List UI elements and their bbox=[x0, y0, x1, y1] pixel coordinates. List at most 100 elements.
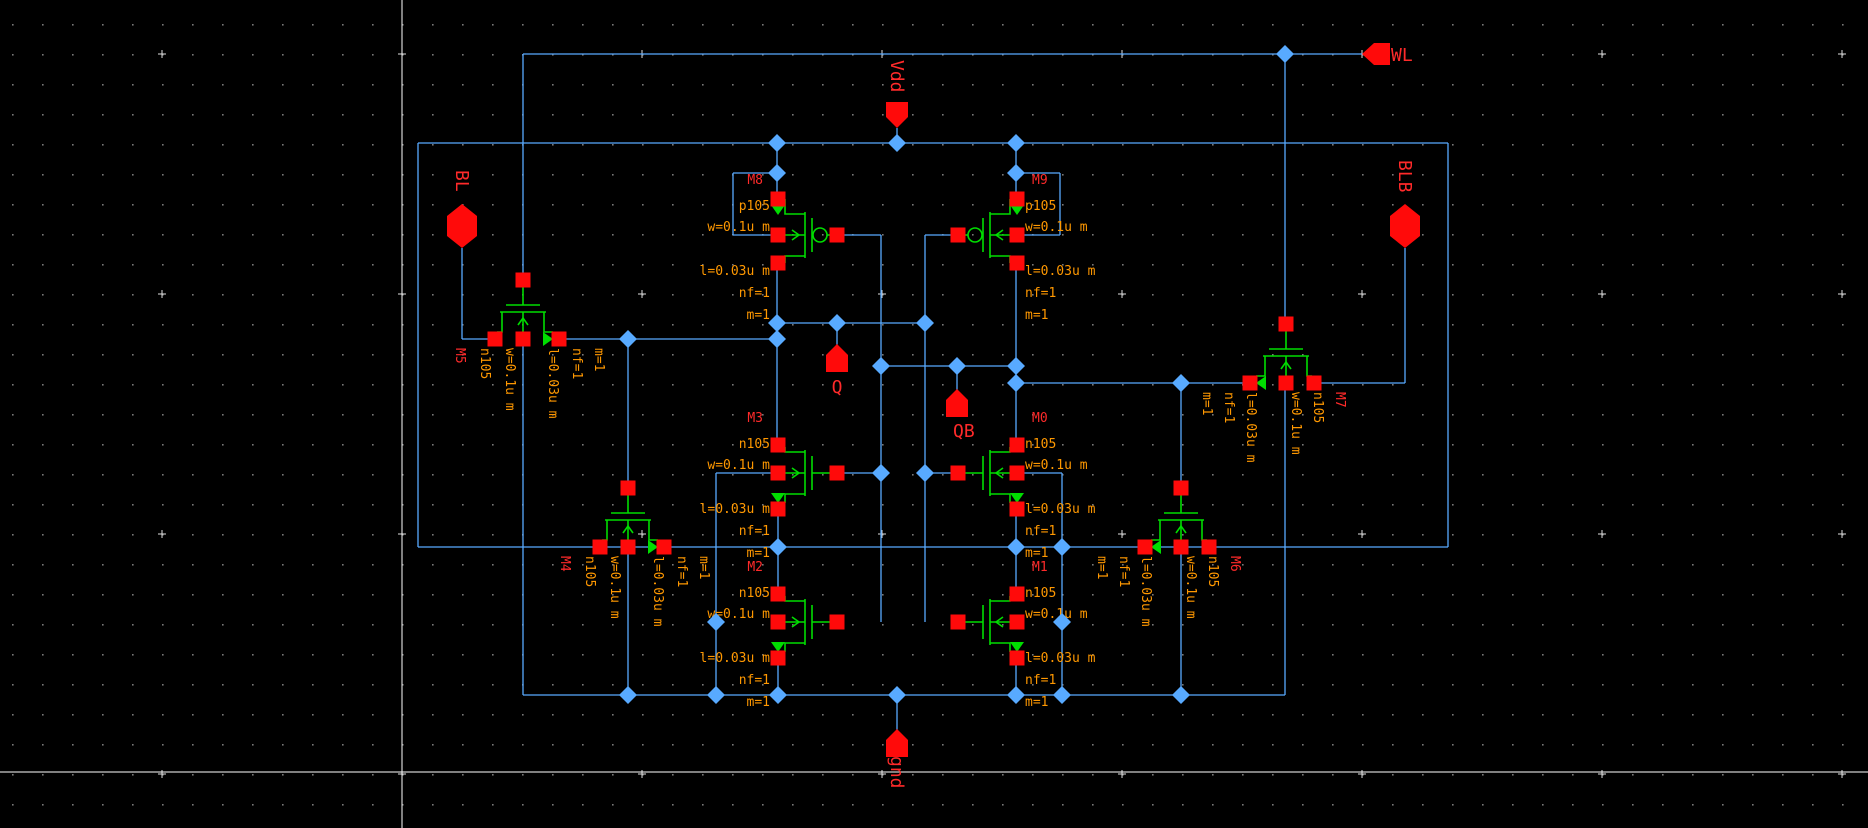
junction-dot[interactable] bbox=[1172, 374, 1190, 392]
terminal[interactable] bbox=[551, 331, 567, 347]
model-label[interactable]: p105 bbox=[739, 199, 770, 214]
terminal[interactable] bbox=[829, 227, 845, 243]
terminal[interactable] bbox=[829, 614, 845, 630]
pin-label-Q[interactable]: Q bbox=[832, 377, 843, 398]
model-label[interactable]: p105 bbox=[1025, 199, 1056, 214]
w-label[interactable]: w=0.1u m bbox=[707, 607, 770, 622]
nf-label[interactable]: nf=1 bbox=[739, 524, 770, 539]
instance-name-label[interactable]: M4 bbox=[557, 556, 572, 572]
nf-label[interactable]: nf=1 bbox=[739, 673, 770, 688]
m-label[interactable]: m=1 bbox=[1025, 695, 1048, 710]
m-label[interactable]: m=1 bbox=[696, 556, 711, 579]
junction-dot[interactable] bbox=[1053, 686, 1071, 704]
junction-dot[interactable] bbox=[948, 357, 966, 375]
m-label[interactable]: m=1 bbox=[1199, 392, 1214, 415]
terminal[interactable] bbox=[1278, 375, 1294, 391]
nf-label[interactable]: nf=1 bbox=[1221, 392, 1236, 423]
m-label[interactable]: m=1 bbox=[747, 546, 770, 561]
instance-name-label[interactable]: M7 bbox=[1332, 392, 1347, 408]
m-label[interactable]: m=1 bbox=[591, 348, 606, 371]
transistor-M1[interactable] bbox=[950, 586, 1025, 666]
l-label[interactable]: l=0.03u m bbox=[1025, 502, 1096, 517]
l-label[interactable]: l=0.03u m bbox=[1025, 264, 1096, 279]
junction-dot[interactable] bbox=[888, 134, 906, 152]
terminal[interactable] bbox=[1009, 501, 1025, 517]
transistor-M4[interactable] bbox=[592, 480, 672, 555]
terminal[interactable] bbox=[592, 539, 608, 555]
model-label[interactable]: n105 bbox=[1205, 556, 1220, 587]
junction-dot[interactable] bbox=[1007, 538, 1025, 556]
pin-label-gnd[interactable]: gnd bbox=[886, 756, 907, 789]
instance-name-label[interactable]: M9 bbox=[1032, 173, 1048, 188]
terminal[interactable] bbox=[950, 227, 966, 243]
terminal[interactable] bbox=[829, 465, 845, 481]
junction-dot[interactable] bbox=[619, 330, 637, 348]
transistor-M9[interactable] bbox=[950, 191, 1025, 271]
w-label[interactable]: w=0.1u m bbox=[707, 220, 770, 235]
instance-name-label[interactable]: M0 bbox=[1032, 411, 1048, 426]
l-label[interactable]: l=0.03u m bbox=[545, 348, 560, 419]
nf-label[interactable]: nf=1 bbox=[1025, 673, 1056, 688]
terminal[interactable] bbox=[770, 437, 786, 453]
transistor-M3[interactable] bbox=[770, 437, 845, 517]
l-label[interactable]: l=0.03u m bbox=[700, 264, 771, 279]
terminal[interactable] bbox=[770, 227, 786, 243]
nf-label[interactable]: nf=1 bbox=[739, 286, 770, 301]
junction-dot[interactable] bbox=[1007, 686, 1025, 704]
instance-name-label[interactable]: M6 bbox=[1227, 556, 1242, 572]
junction-dot[interactable] bbox=[888, 686, 906, 704]
junction-dot[interactable] bbox=[828, 314, 846, 332]
model-label[interactable]: n105 bbox=[582, 556, 597, 587]
pin-label-BLB[interactable]: BLB bbox=[1394, 160, 1415, 193]
terminal[interactable] bbox=[1173, 480, 1189, 496]
l-label[interactable]: l=0.03u m bbox=[1138, 556, 1153, 627]
m-label[interactable]: m=1 bbox=[1025, 546, 1048, 561]
junction-dot[interactable] bbox=[1276, 45, 1294, 63]
nf-label[interactable]: nf=1 bbox=[1116, 556, 1131, 587]
model-label[interactable]: n105 bbox=[1025, 437, 1056, 452]
transistor-M6[interactable] bbox=[1137, 480, 1217, 555]
junction-dot[interactable] bbox=[872, 357, 890, 375]
junction-dot[interactable] bbox=[768, 314, 786, 332]
terminal[interactable] bbox=[770, 255, 786, 271]
transistor-M0[interactable] bbox=[950, 437, 1025, 517]
pin-label-Vdd[interactable]: Vdd bbox=[886, 60, 907, 93]
junction-dot[interactable] bbox=[1007, 164, 1025, 182]
terminal[interactable] bbox=[487, 331, 503, 347]
junction-dot[interactable] bbox=[1007, 357, 1025, 375]
terminal[interactable] bbox=[656, 539, 672, 555]
w-label[interactable]: w=0.1u m bbox=[1025, 458, 1088, 473]
pin-Vdd[interactable] bbox=[886, 102, 908, 128]
terminal[interactable] bbox=[770, 501, 786, 517]
w-label[interactable]: w=0.1u m bbox=[1288, 392, 1303, 455]
terminal[interactable] bbox=[950, 465, 966, 481]
terminal[interactable] bbox=[515, 331, 531, 347]
l-label[interactable]: l=0.03u m bbox=[700, 502, 771, 517]
nf-label[interactable]: nf=1 bbox=[1025, 286, 1056, 301]
nf-label[interactable]: nf=1 bbox=[569, 348, 584, 379]
junction-dot[interactable] bbox=[1053, 538, 1071, 556]
model-label[interactable]: n105 bbox=[477, 348, 492, 379]
model-label[interactable]: n105 bbox=[1310, 392, 1325, 423]
model-label[interactable]: n105 bbox=[739, 437, 770, 452]
pin-gnd[interactable] bbox=[886, 729, 908, 757]
instance-name-label[interactable]: M8 bbox=[747, 173, 763, 188]
m-label[interactable]: m=1 bbox=[1025, 308, 1048, 323]
terminal[interactable] bbox=[1009, 227, 1025, 243]
terminal[interactable] bbox=[1009, 614, 1025, 630]
instance-name-label[interactable]: M5 bbox=[452, 348, 467, 364]
junction-dot[interactable] bbox=[769, 538, 787, 556]
instance-name-label[interactable]: M3 bbox=[747, 411, 763, 426]
instance-name-label[interactable]: M2 bbox=[747, 560, 763, 575]
terminal[interactable] bbox=[770, 650, 786, 666]
instance-name-label[interactable]: M1 bbox=[1032, 560, 1048, 575]
terminal[interactable] bbox=[770, 614, 786, 630]
w-label[interactable]: w=0.1u m bbox=[607, 556, 622, 619]
terminal[interactable] bbox=[1278, 316, 1294, 332]
terminal[interactable] bbox=[1173, 539, 1189, 555]
terminal[interactable] bbox=[1306, 375, 1322, 391]
pin-label-QB[interactable]: QB bbox=[953, 421, 975, 442]
terminal[interactable] bbox=[770, 191, 786, 207]
junction-dot[interactable] bbox=[768, 134, 786, 152]
terminal[interactable] bbox=[515, 272, 531, 288]
